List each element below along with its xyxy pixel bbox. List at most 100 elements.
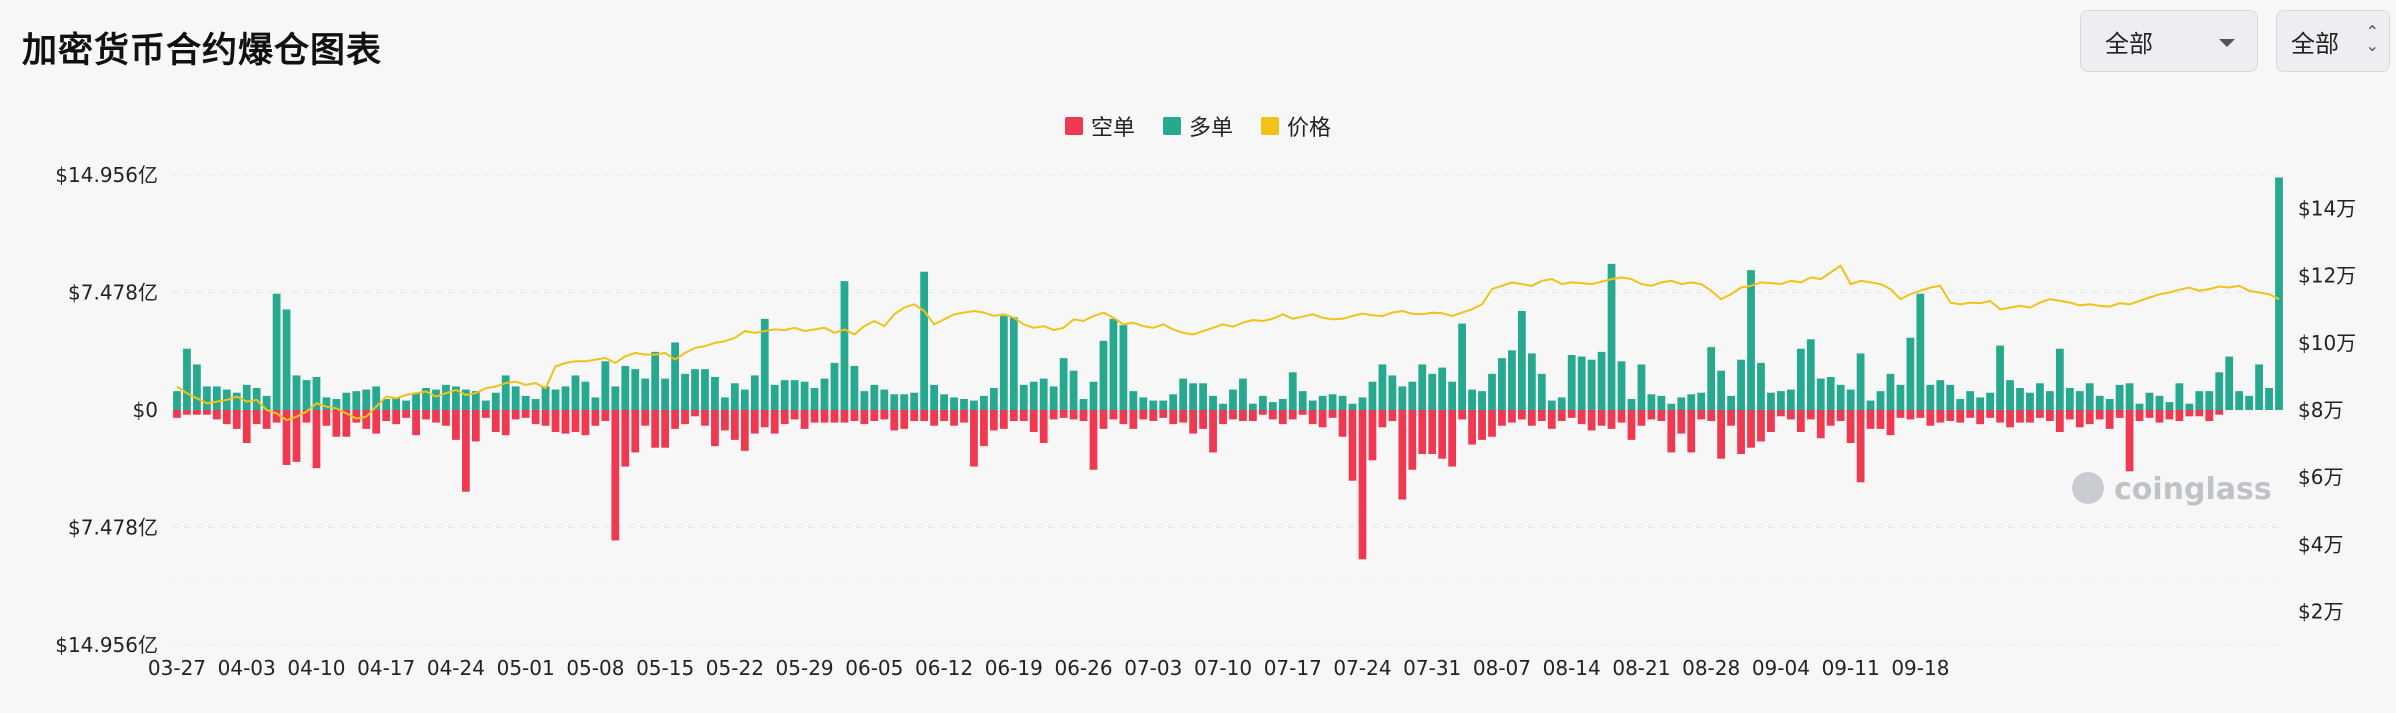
long-bar	[740, 389, 749, 410]
short-bar	[2006, 410, 2014, 428]
long-bar	[1806, 339, 1815, 410]
long-bar	[2046, 391, 2054, 410]
long-bar	[2016, 388, 2024, 410]
y-left-tick-label: $0	[133, 398, 158, 422]
short-bar	[960, 410, 968, 423]
long-bar	[1129, 391, 1138, 410]
x-tick-label: 05-15	[636, 656, 694, 680]
short-bar	[322, 410, 331, 426]
short-bar	[1667, 410, 1676, 453]
short-bar	[252, 410, 261, 425]
y-right-tick-label: $12万	[2298, 264, 2356, 288]
long-bar	[760, 318, 769, 410]
legend-item-price[interactable]: 价格	[1261, 110, 1331, 142]
short-bar	[1149, 410, 1158, 421]
short-bar	[1996, 410, 2004, 423]
short-bar	[2026, 410, 2034, 423]
x-tick-label: 05-08	[566, 656, 624, 680]
long-bar	[1677, 397, 1686, 410]
long-bar	[571, 375, 580, 410]
short-bar	[342, 410, 351, 437]
coinglass-logo-icon	[2072, 472, 2104, 504]
long-bar	[2175, 383, 2184, 410]
short-bar	[661, 410, 670, 448]
short-bar	[1547, 410, 1556, 429]
short-bar	[1448, 410, 1457, 467]
short-bar	[442, 410, 450, 426]
short-bar	[1757, 410, 1765, 442]
long-bar	[1786, 389, 1795, 410]
x-tick-label: 08-21	[1612, 656, 1670, 680]
x-tick-label: 06-26	[1054, 656, 1112, 680]
short-bar	[452, 410, 460, 440]
x-tick-label: 07-03	[1124, 656, 1182, 680]
short-bar	[501, 410, 510, 436]
short-bar	[1209, 410, 1217, 453]
range-select[interactable]: 全部	[2080, 10, 2258, 72]
long-bar	[1796, 348, 1805, 410]
long-bar	[1189, 383, 1198, 410]
short-bar	[880, 410, 889, 420]
short-bar	[1567, 410, 1576, 418]
long-bar	[1149, 400, 1158, 410]
long-bar	[521, 395, 530, 410]
long-bar	[1577, 356, 1586, 410]
long-bar	[631, 369, 640, 410]
short-bar	[740, 410, 749, 451]
short-bar	[1816, 410, 1825, 439]
short-bar	[850, 410, 859, 421]
short-bar	[1408, 410, 1417, 470]
long-bar	[531, 399, 540, 410]
short-bar	[173, 410, 181, 418]
long-bar	[840, 281, 849, 410]
long-bar	[332, 399, 341, 410]
long-bar	[1448, 381, 1457, 410]
short-bar	[1079, 410, 1088, 421]
long-bar	[2235, 391, 2244, 410]
short-bar	[1488, 410, 1496, 437]
long-bar	[890, 394, 899, 410]
long-bar	[1587, 359, 1596, 410]
long-bar	[2135, 403, 2144, 410]
short-bar	[1069, 410, 1078, 420]
short-bar	[1587, 410, 1596, 431]
short-bar	[2115, 410, 2124, 418]
logo-shape	[2072, 472, 2104, 504]
long-bar	[2245, 395, 2254, 410]
short-bar	[302, 410, 311, 423]
long-bar	[1707, 347, 1716, 410]
short-bar	[2065, 410, 2074, 420]
coin-select[interactable]: 全部 ⌃ ⌄	[2276, 10, 2390, 72]
long-bar	[601, 361, 610, 410]
short-bar	[202, 410, 211, 415]
long-bar	[1039, 378, 1048, 410]
short-bar	[1099, 410, 1108, 429]
legend-swatch-long	[1162, 117, 1181, 135]
short-bar	[193, 410, 201, 415]
long-bar	[1527, 353, 1536, 410]
long-bar	[1109, 318, 1118, 410]
short-bar	[2215, 410, 2224, 415]
y-right-tick-label: $4万	[2298, 532, 2343, 556]
short-bar	[1627, 410, 1636, 440]
legend-item-long[interactable]: 多单	[1162, 110, 1233, 142]
long-bar	[1209, 395, 1217, 410]
x-tick-label: 06-19	[985, 656, 1043, 680]
short-bar	[551, 410, 560, 432]
short-bar	[1577, 410, 1586, 425]
long-bar	[880, 389, 889, 410]
short-bar	[1717, 410, 1726, 459]
legend-item-short[interactable]: 空单	[1064, 110, 1135, 142]
short-bar	[1059, 410, 1068, 418]
long-bar	[800, 381, 809, 410]
long-bar	[1468, 389, 1476, 410]
long-bar	[611, 386, 620, 410]
page-title: 加密货币合约爆仓图表	[22, 31, 383, 71]
long-bar	[1418, 364, 1427, 410]
long-bar	[1378, 364, 1387, 410]
long-bar	[1159, 400, 1168, 410]
short-bar	[561, 410, 570, 434]
long-bar	[1179, 378, 1188, 410]
long-bar	[770, 384, 779, 410]
short-bar	[412, 410, 420, 436]
